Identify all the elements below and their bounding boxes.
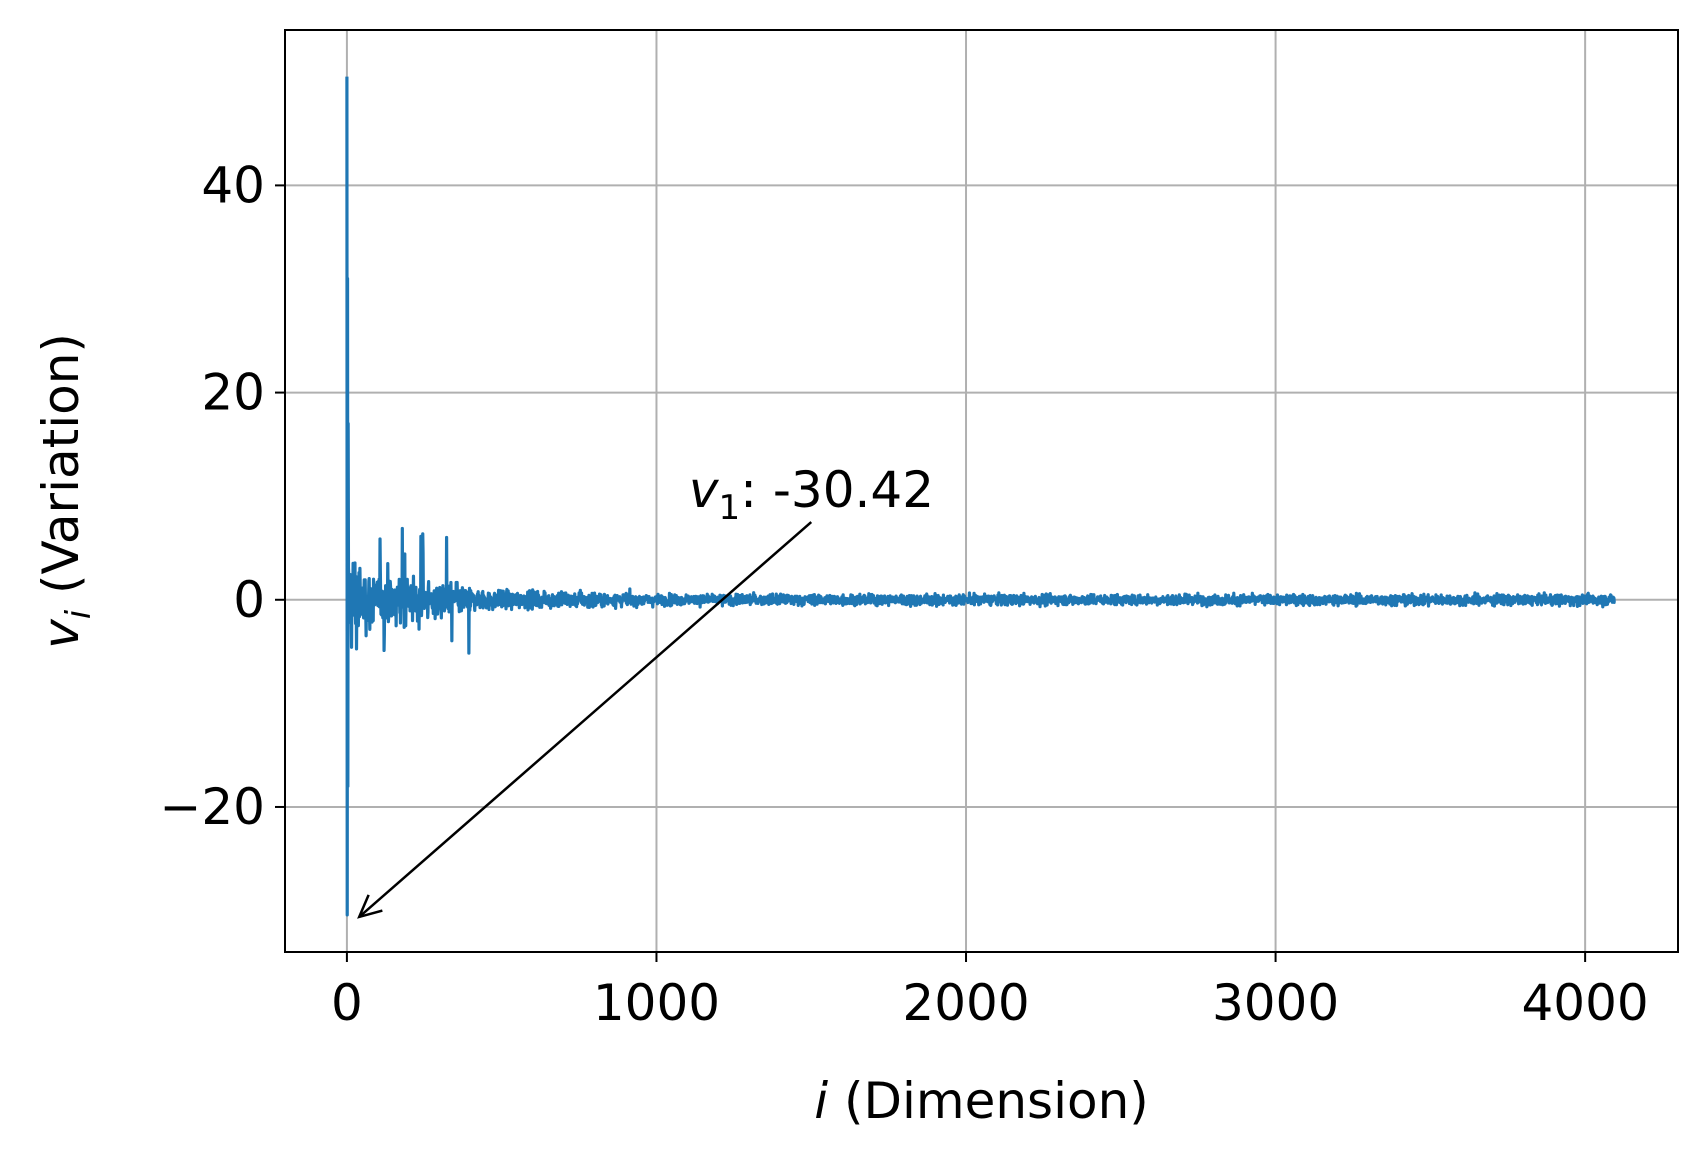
annotation-label: v1: -30.42 <box>689 461 934 528</box>
x-axis-label-text: (Dimension) <box>828 1072 1149 1130</box>
series-group <box>345 76 1616 917</box>
y-axis-label-sub: i <box>59 609 99 619</box>
annotation-arrow-head <box>357 894 383 919</box>
y-tick-label-0: −20 <box>159 778 265 836</box>
x-tick-label-2: 2000 <box>902 974 1029 1032</box>
y-tick-label-1: 0 <box>233 571 265 629</box>
y-axis-label: vi (Variation) <box>32 333 99 649</box>
x-axis-ticks: 0 1000 2000 3000 4000 <box>331 952 1649 1032</box>
grid-lines <box>285 30 1678 952</box>
annotation-arrow-line <box>358 521 813 918</box>
y-tick-label-3: 40 <box>201 156 265 214</box>
series-line <box>345 76 1616 917</box>
annotation: v1: -30.42 <box>357 461 934 919</box>
annotation-sub: 1 <box>718 488 740 528</box>
x-tick-label-3: 3000 <box>1212 974 1339 1032</box>
x-tick-label-0: 0 <box>331 974 363 1032</box>
x-axis-label-var: i <box>814 1072 828 1130</box>
y-axis-label-var: v <box>32 618 90 649</box>
annotation-value: : -30.42 <box>740 461 934 519</box>
annotation-var: v <box>689 461 720 519</box>
x-axis-label: i (Dimension) <box>814 1072 1149 1130</box>
x-tick-label-1: 1000 <box>593 974 720 1032</box>
plot-frame <box>284 29 1679 953</box>
y-axis-ticks: −20 0 20 40 <box>159 156 285 836</box>
y-axis-label-text: (Variation) <box>32 333 90 610</box>
x-tick-label-4: 4000 <box>1522 974 1649 1032</box>
y-tick-label-2: 20 <box>201 364 265 422</box>
